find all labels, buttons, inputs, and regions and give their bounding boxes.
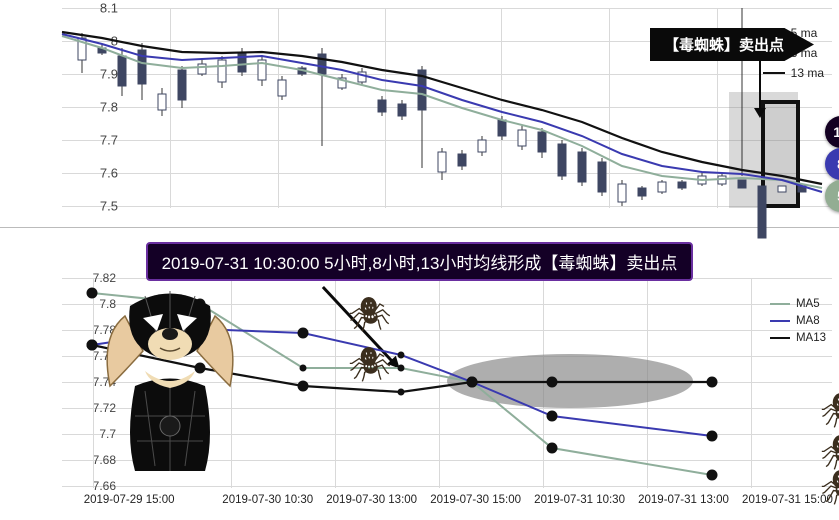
spider-icon: 🕷 [348,298,391,332]
line-chart-bottom: 7.82 7.8 7.78 7.76 7.74 7.72 7.7 7.68 7.… [0,268,839,520]
sell-point-banner: 【毒蜘蛛】卖出点 [650,28,814,61]
root-app: 8.1 8 7.9 7.8 7.7 7.6 7.5 [0,0,839,520]
legend-ma13-label: MA13 [796,332,826,344]
legend-ma5-label: MA5 [796,298,820,310]
candlestick-chart-top: 8.1 8 7.9 7.8 7.7 7.6 7.5 [0,0,839,228]
bottom-x-tick: 2019-07-30 10:30 [222,494,313,506]
spider-icon: 🕷 [348,348,391,382]
mid-banner-wrapper: 2019-07-31 10:30:00 5小时,8小时,13小时均线形成【毒蜘蛛… [0,242,839,281]
bottom-x-tick: 2019-07-29 15:00 [84,494,175,506]
spiderman-puppy-image [95,276,245,476]
sell-point-arrow [759,56,761,116]
spider-icon: 🕷 [820,436,839,470]
bottom-x-tick: 2019-07-31 15:00 [742,494,833,506]
bottom-x-tick: 2019-07-31 10:30 [534,494,625,506]
bottom-x-tick: 2019-07-30 13:00 [326,494,417,506]
bottom-x-tick: 2019-07-31 13:00 [638,494,729,506]
legend-ma8-label: MA8 [796,315,820,327]
mid-banner-text: 2019-07-31 10:30:00 5小时,8小时,13小时均线形成【毒蜘蛛… [146,242,694,281]
top-chart-plot-area: 8.1 8 7.9 7.8 7.7 7.6 7.5 [62,8,832,208]
spider-icon: 🕷 [820,471,839,505]
spider-icon: 🕷 [820,394,839,428]
bottom-x-tick: 2019-07-30 15:00 [430,494,521,506]
bottom-chart-legend: MA5 MA8 MA13 [770,298,826,349]
legend-13ma-label: 13 ma [791,66,824,80]
